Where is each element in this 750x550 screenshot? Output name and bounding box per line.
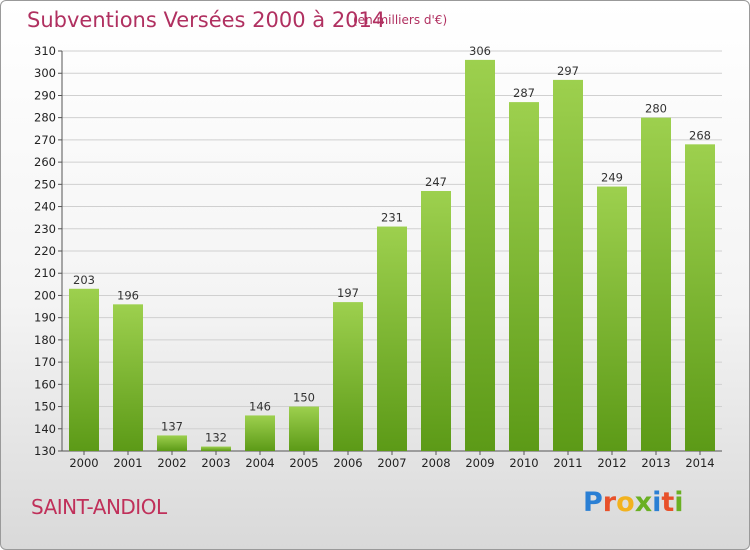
chart-title: Subventions Versées 2000 à 2014 [27,8,386,32]
bar [201,446,231,451]
logo-letter: x [634,487,653,518]
data-label: 137 [161,419,183,433]
y-tick-label: 130 [34,444,56,458]
y-tick-label: 260 [34,155,56,169]
bar [685,144,715,452]
bar [421,191,451,451]
y-tick-label: 270 [34,133,56,147]
data-label: 150 [293,391,315,405]
data-label: 203 [73,273,95,287]
bar [113,304,143,451]
data-label: 247 [425,175,447,189]
x-tick-label: 2013 [641,456,670,470]
x-tick-label: 2001 [113,456,142,470]
x-tick-label: 2007 [377,456,406,470]
bar [641,117,671,452]
bar [69,288,99,451]
bar [465,59,495,452]
y-tick-label: 170 [34,355,56,369]
data-label: 231 [381,211,403,225]
x-tick-label: 2006 [333,456,362,470]
x-tick-label: 2012 [597,456,626,470]
logo-letter: t [661,487,675,518]
y-tick-label: 300 [34,66,56,80]
y-tick-label: 160 [34,377,56,391]
x-tick-label: 2010 [509,456,538,470]
data-label: 287 [513,86,535,100]
logo-letter: o [616,487,635,518]
data-label: 268 [689,128,711,142]
bar [553,79,583,451]
data-label: 197 [337,286,359,300]
y-tick-label: 250 [34,177,56,191]
data-label: 297 [557,64,579,78]
y-tick-label: 220 [34,244,56,258]
y-tick-label: 150 [34,400,56,414]
x-tick-label: 2008 [421,456,450,470]
bar [509,102,539,451]
x-tick-label: 2002 [157,456,186,470]
y-tick-label: 190 [34,311,56,325]
bar [597,186,627,452]
data-label: 132 [205,431,227,445]
x-tick-label: 2004 [245,456,274,470]
proxiti-logo: Proxiti [583,487,684,518]
commune-name: SAINT-ANDIOL [31,495,167,519]
y-tick-label: 280 [34,111,56,125]
data-label: 146 [249,399,271,413]
y-tick-label: 140 [34,422,56,436]
logo-letter: P [583,487,603,518]
data-label: 306 [469,44,491,58]
chart-subtitle: (en milliers d'€) [353,13,448,27]
logo-letter: i [652,487,662,518]
bar [289,406,319,451]
y-tick-label: 180 [34,333,56,347]
data-label: 280 [645,102,667,116]
bar [377,226,407,451]
y-tick-label: 310 [34,44,56,58]
logo-letter: i [674,487,684,518]
x-tick-label: 2000 [69,456,98,470]
x-tick-label: 2014 [685,456,714,470]
x-tick-label: 2003 [201,456,230,470]
data-label: 249 [601,171,623,185]
logo-letter: r [602,487,617,518]
bar [245,415,275,451]
y-tick-label: 230 [34,222,56,236]
x-tick-label: 2011 [553,456,582,470]
y-tick-label: 290 [34,88,56,102]
x-tick-label: 2005 [289,456,318,470]
bar [157,435,187,451]
data-label: 196 [117,288,139,302]
x-tick-label: 2009 [465,456,494,470]
bar [333,302,363,451]
y-tick-label: 210 [34,266,56,280]
y-tick-label: 200 [34,288,56,302]
y-tick-label: 240 [34,200,56,214]
